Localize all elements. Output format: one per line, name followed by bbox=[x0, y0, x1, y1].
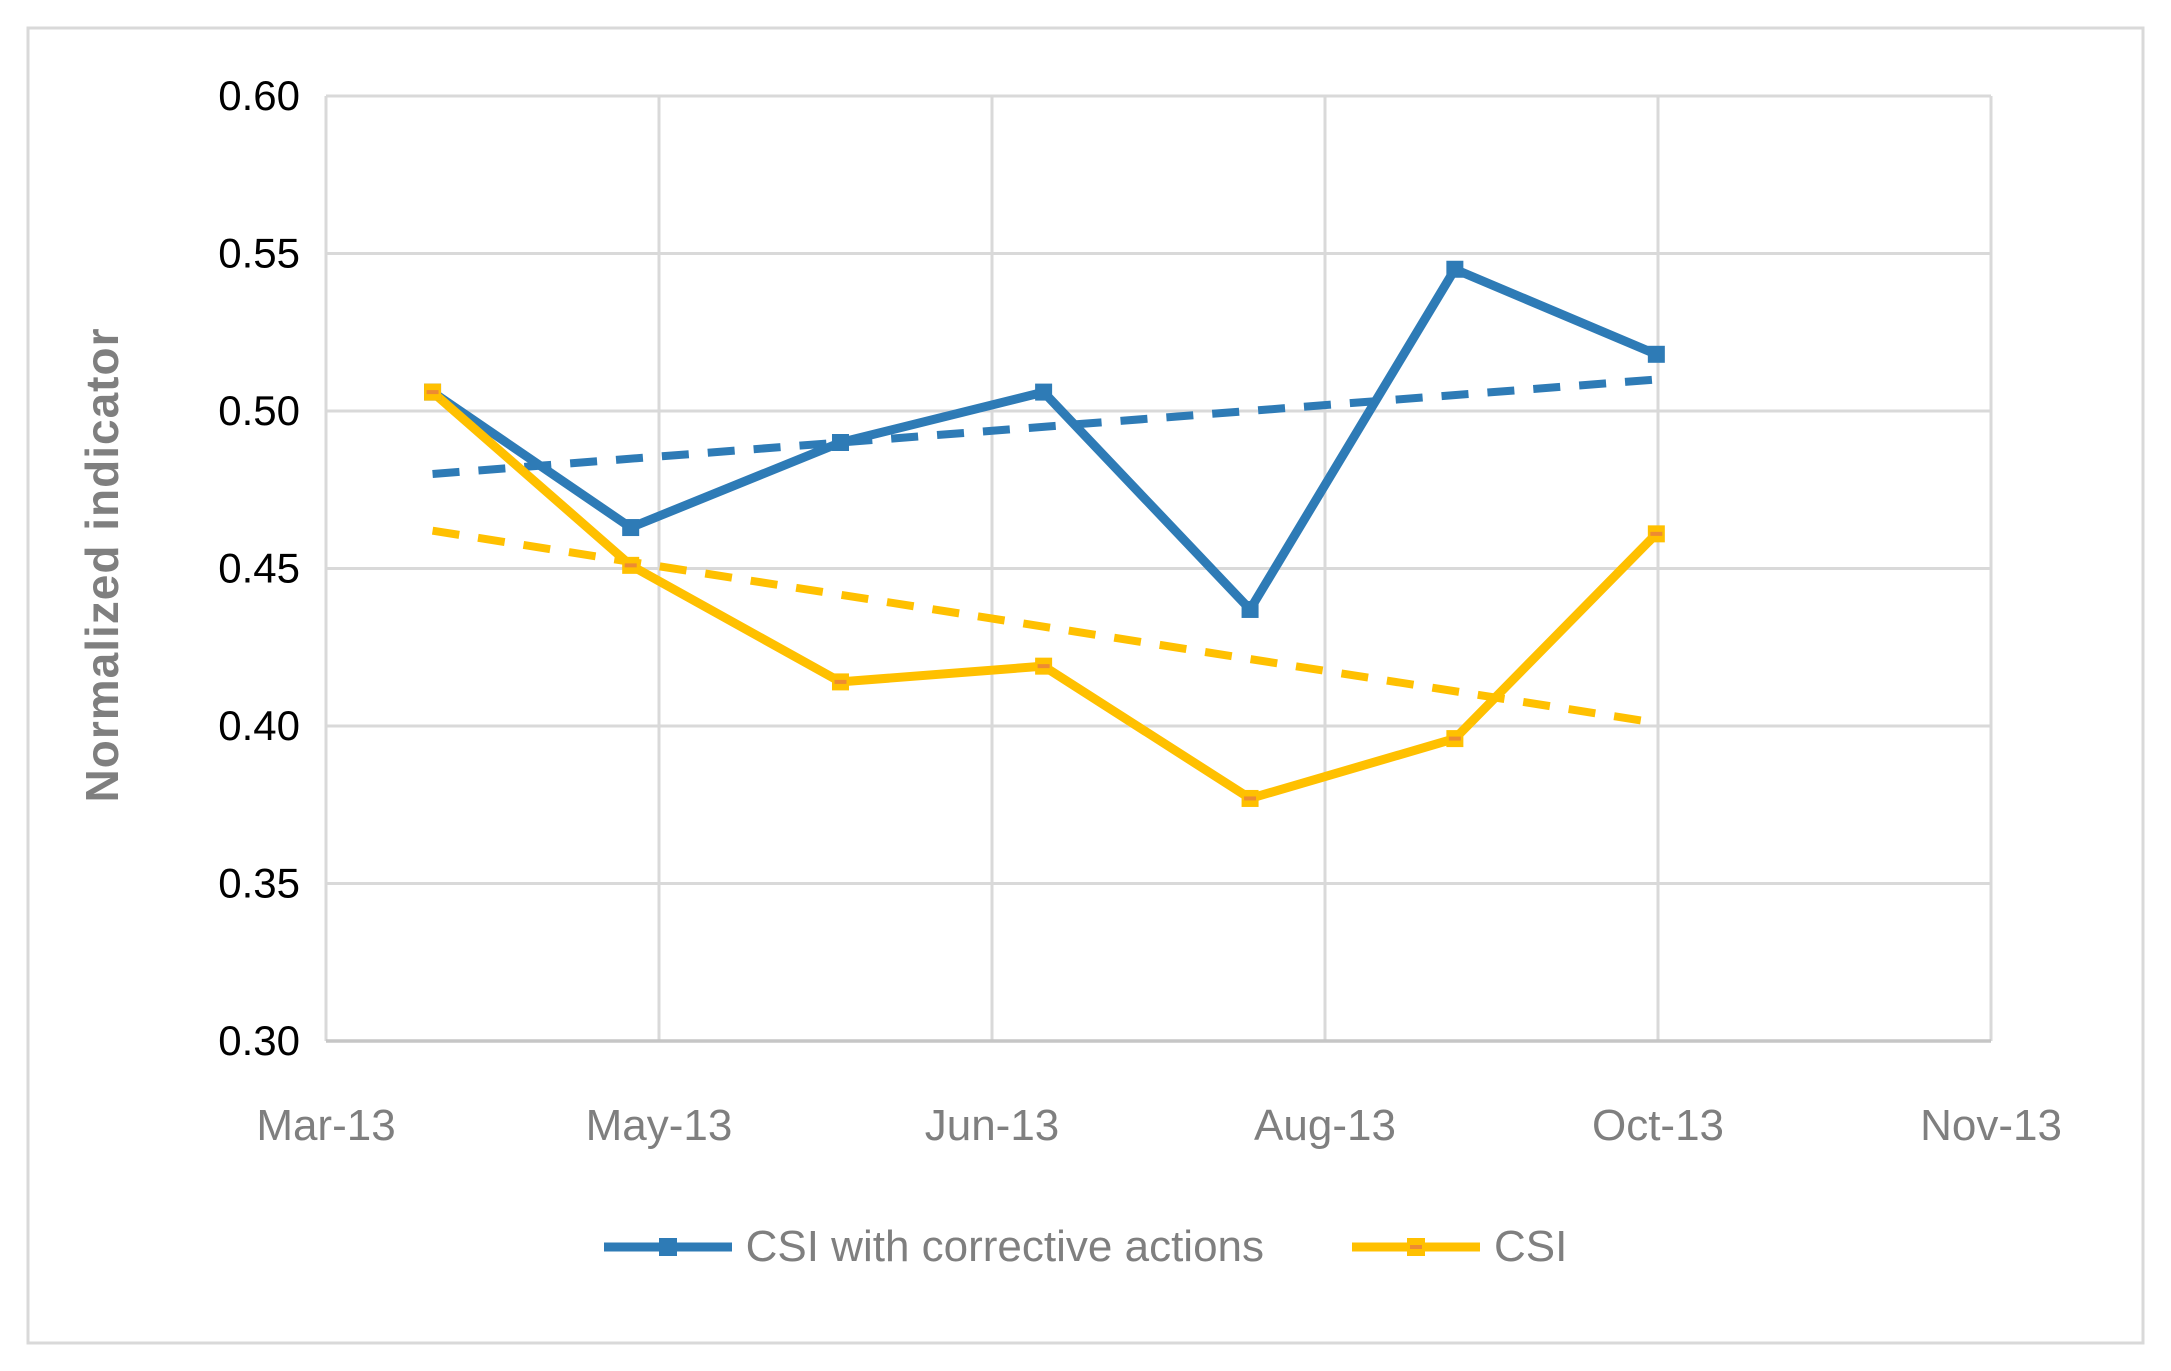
trendline-csi-with-corrective-actions bbox=[432, 375, 1657, 478]
y-axis-title: Normalized indicator bbox=[76, 327, 128, 803]
x-tick-label: Oct-13 bbox=[1592, 1101, 1724, 1150]
y-tick-label: 0.60 bbox=[218, 72, 300, 119]
y-axis-tick-labels: 0.60 0.55 0.50 0.45 0.40 0.35 0.30 bbox=[218, 72, 300, 1064]
legend: CSI with corrective actions CSI bbox=[0, 1222, 2171, 1272]
data-point-marker bbox=[622, 519, 640, 537]
y-tick-label: 0.50 bbox=[218, 387, 300, 434]
y-tick-label: 0.30 bbox=[218, 1017, 300, 1064]
data-point-marker bbox=[831, 434, 849, 451]
legend-item-csi-with-corrective-actions: CSI with corrective actions bbox=[603, 1222, 1265, 1272]
legend-key-line-marker-icon bbox=[1352, 1238, 1481, 1256]
marker-accent bbox=[1650, 531, 1663, 536]
x-axis-tick-labels: Mar-13 May-13 Jun-13 Aug-13 Oct-13 Nov-13 bbox=[256, 1101, 2062, 1150]
legend-label: CSI bbox=[1494, 1222, 1568, 1271]
chart-border bbox=[26, 26, 2145, 1345]
legend-key-line-marker-icon bbox=[603, 1238, 732, 1256]
y-tick-label: 0.40 bbox=[218, 702, 300, 749]
data-point-marker bbox=[1035, 383, 1053, 401]
x-tick-label: Aug-13 bbox=[1254, 1101, 1396, 1150]
x-tick-label: May-13 bbox=[586, 1101, 733, 1150]
data-point-marker bbox=[1647, 345, 1665, 363]
marker-accent bbox=[1448, 736, 1461, 741]
gridlines bbox=[324, 94, 1993, 1043]
y-tick-label: 0.35 bbox=[218, 860, 300, 907]
x-tick-label: Jun-13 bbox=[925, 1101, 1060, 1150]
x-tick-label: Mar-13 bbox=[256, 1101, 395, 1150]
series-markers-csi bbox=[424, 383, 1665, 807]
x-tick-label: Nov-13 bbox=[1920, 1101, 2062, 1150]
data-point-marker bbox=[1241, 600, 1259, 618]
marker-accent bbox=[1244, 796, 1257, 801]
marker-accent bbox=[624, 563, 637, 568]
legend-label: CSI with corrective actions bbox=[745, 1222, 1265, 1271]
legend-item-csi: CSI bbox=[1352, 1222, 1567, 1272]
marker-accent bbox=[1037, 664, 1050, 669]
marker-accent bbox=[426, 390, 439, 395]
data-point-marker bbox=[1446, 260, 1464, 278]
y-tick-label: 0.45 bbox=[218, 545, 300, 592]
marker-accent bbox=[834, 679, 847, 684]
y-tick-label: 0.55 bbox=[218, 230, 300, 277]
